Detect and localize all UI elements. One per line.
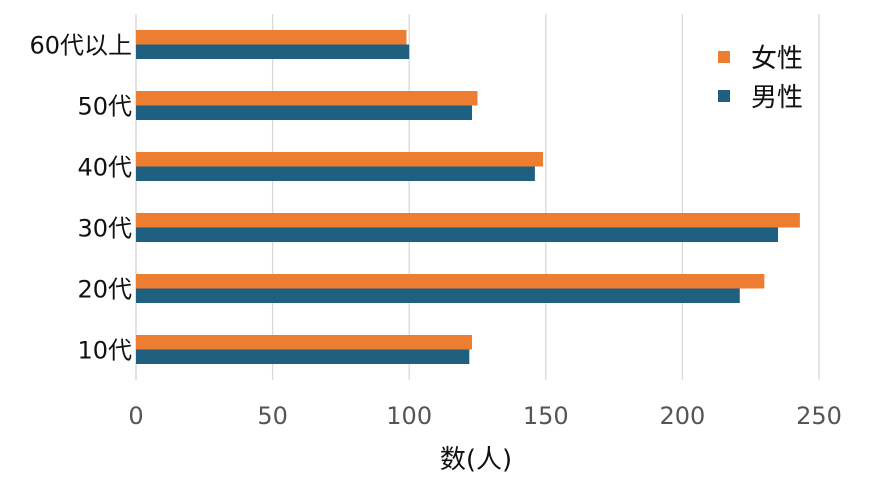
x-axis-title: 数(人): [440, 445, 512, 475]
category-label-3: 30代: [77, 215, 132, 243]
legend-label-0: 女性: [751, 44, 803, 74]
category-labels: 60代以上 50代 40代 30代 20代 10代: [29, 32, 132, 365]
bar-male-5: [136, 349, 470, 364]
x-tick-label-50: 50: [257, 402, 288, 430]
legend-swatch-1: [718, 90, 730, 102]
bar-male-1: [136, 105, 473, 120]
x-tick-label-150: 150: [523, 402, 569, 430]
x-tick-labels: 0 50 100 150 200 250: [128, 402, 842, 430]
category-label-4: 20代: [77, 276, 132, 304]
bar-male-3: [136, 227, 779, 242]
grid-lines: [135, 14, 820, 380]
x-tick-label-250: 250: [796, 402, 842, 430]
bar-female-1: [136, 91, 478, 106]
x-tick-label-0: 0: [128, 402, 143, 430]
bar-female-4: [136, 274, 765, 289]
bar-female-2: [136, 152, 544, 167]
bar-female-0: [136, 30, 407, 45]
x-tick-label-200: 200: [659, 402, 705, 430]
category-label-0: 60代以上: [29, 32, 132, 60]
legend-swatch-0: [718, 51, 730, 63]
category-label-5: 10代: [77, 337, 132, 365]
bar-male-4: [136, 288, 740, 303]
bars: [136, 30, 800, 364]
category-label-1: 50代: [77, 93, 132, 121]
bar-male-2: [136, 166, 535, 181]
category-label-2: 40代: [77, 154, 132, 182]
bar-male-0: [136, 44, 410, 59]
bar-female-3: [136, 213, 800, 228]
bar-female-5: [136, 335, 473, 350]
legend-label-1: 男性: [751, 83, 803, 113]
x-tick-label-100: 100: [386, 402, 432, 430]
